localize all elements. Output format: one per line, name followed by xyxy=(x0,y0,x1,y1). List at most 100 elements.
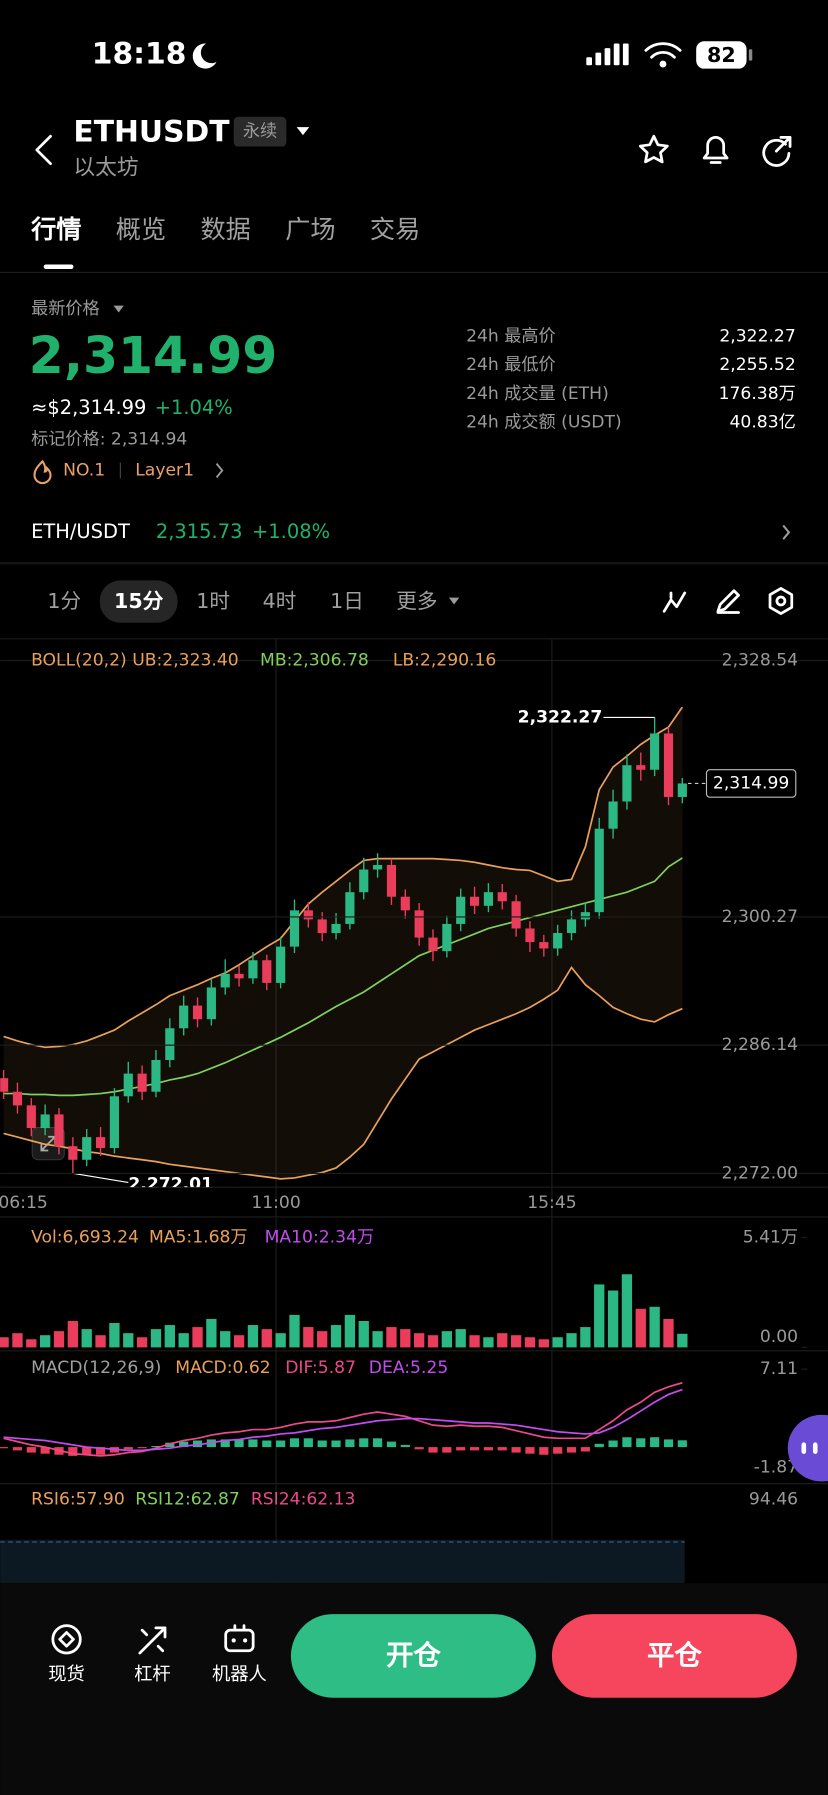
volume-bar xyxy=(330,1325,342,1348)
macd-bar xyxy=(428,1447,438,1453)
volume-bar xyxy=(677,1333,688,1348)
contract-badge: 永续 xyxy=(243,122,277,142)
tab[interactable]: 交易 xyxy=(370,215,420,244)
wifi-icon xyxy=(644,42,682,68)
candle-body xyxy=(248,960,258,979)
sector-tag: Layer1 xyxy=(135,461,194,481)
macd-bar xyxy=(0,1447,9,1449)
tag-chevron[interactable] xyxy=(215,463,224,478)
interval-option[interactable]: 15分 xyxy=(114,589,164,613)
candle-body xyxy=(137,1073,147,1092)
settings-button[interactable] xyxy=(768,587,794,615)
volume-bar xyxy=(67,1320,79,1348)
floating-assistant[interactable] xyxy=(787,1414,828,1482)
volume-bar xyxy=(372,1331,383,1348)
rsi-label: RSI12:62.87 xyxy=(135,1490,240,1510)
indicator-line xyxy=(3,857,683,1097)
candle-body xyxy=(636,765,646,770)
candle-body xyxy=(400,896,410,911)
volume-bar xyxy=(400,1329,411,1348)
macd-bar xyxy=(580,1447,590,1452)
tab[interactable]: 数据 xyxy=(201,215,251,244)
price-change: +1.04% xyxy=(155,396,233,419)
symbol-title: ETHUSDT xyxy=(73,114,230,149)
high-marker: 2,322.27 xyxy=(518,707,603,727)
last-price-tag xyxy=(705,769,797,798)
open-button[interactable] xyxy=(290,1614,536,1698)
volume-bar xyxy=(275,1333,286,1348)
volume-bar xyxy=(95,1335,106,1348)
macd-bar xyxy=(192,1440,203,1448)
macd-bar xyxy=(248,1439,258,1448)
volume-bar xyxy=(497,1333,508,1348)
macd-label: MACD:0.62 xyxy=(175,1358,270,1378)
indicator-button[interactable] xyxy=(662,591,687,613)
nav-label[interactable]: 杠杆 xyxy=(134,1664,171,1685)
tab[interactable]: 广场 xyxy=(285,215,335,244)
close-button[interactable] xyxy=(551,1614,797,1698)
price-axis-label: 2,272.00 xyxy=(722,1163,798,1183)
volume-bar xyxy=(81,1329,92,1348)
rank-tag: NO.1 xyxy=(63,461,105,481)
candle-body xyxy=(511,901,521,929)
macd-bar xyxy=(622,1437,632,1448)
volume-bar xyxy=(621,1274,633,1348)
low-marker-line xyxy=(72,1172,129,1184)
nav-label[interactable]: 现货 xyxy=(48,1664,85,1685)
candle-body xyxy=(442,923,452,952)
interval-option[interactable]: 1分 xyxy=(47,589,81,613)
draw-button[interactable] xyxy=(716,589,740,614)
volume-bar xyxy=(0,1337,9,1348)
volume-bar xyxy=(358,1320,369,1348)
interval-option[interactable]: 4时 xyxy=(263,589,297,613)
alert-button[interactable] xyxy=(702,136,729,164)
time-grid xyxy=(275,638,553,1584)
favorite-button[interactable] xyxy=(638,134,669,164)
spot-chevron[interactable] xyxy=(782,524,791,540)
tab[interactable]: 概览 xyxy=(116,215,166,244)
last-price-tag-label: 2,314.99 xyxy=(713,773,789,793)
candle-body xyxy=(553,933,563,949)
rsi-axis-label: 94.46 xyxy=(749,1490,798,1510)
share-button[interactable] xyxy=(762,135,792,167)
tab[interactable]: 行情 xyxy=(30,215,81,244)
macd-label: DEA:5.25 xyxy=(369,1358,448,1378)
volume-bar xyxy=(206,1318,217,1348)
stat-label: 24h 成交额 (USDT) xyxy=(466,412,622,432)
candle-body xyxy=(206,987,216,1020)
candle-body xyxy=(179,1005,189,1029)
volume-bar xyxy=(192,1327,203,1348)
assistant-eye xyxy=(812,1442,818,1454)
volume-bar xyxy=(233,1335,245,1348)
macd-bar xyxy=(539,1447,549,1455)
nav-label[interactable]: 机器人 xyxy=(212,1664,267,1685)
candle-body xyxy=(165,1028,175,1061)
interval-option[interactable]: 1时 xyxy=(196,589,230,613)
macd-bar xyxy=(636,1438,646,1448)
time-axis-label: 11:00 xyxy=(251,1193,300,1213)
symbol-dropdown[interactable] xyxy=(296,127,310,136)
price-label-caret[interactable] xyxy=(113,305,124,313)
back-button[interactable] xyxy=(35,134,52,166)
macd-bar xyxy=(359,1438,369,1448)
interval-option[interactable]: 更多 xyxy=(396,589,437,613)
interval-option[interactable]: 1日 xyxy=(330,589,364,613)
macd-bar xyxy=(276,1440,286,1448)
volume-bar xyxy=(164,1325,175,1348)
macd-bar xyxy=(95,1447,106,1455)
volume-bar xyxy=(344,1314,356,1348)
candle-body xyxy=(663,733,674,797)
candle-body xyxy=(539,942,549,949)
price-label: 最新价格 xyxy=(31,299,100,319)
volume-axis-label: 5.41万 xyxy=(743,1227,798,1247)
volume-bar xyxy=(53,1331,65,1348)
signal-icon xyxy=(586,43,629,66)
stat-value: 2,255.52 xyxy=(719,355,795,375)
time-axis-label: 06:15 xyxy=(0,1193,48,1213)
macd-bar xyxy=(373,1438,383,1448)
volume-bar xyxy=(123,1333,134,1348)
badge-bg xyxy=(233,116,287,147)
more-caret[interactable] xyxy=(448,597,460,605)
macd-bar xyxy=(151,1445,161,1448)
candle-body xyxy=(594,828,604,913)
